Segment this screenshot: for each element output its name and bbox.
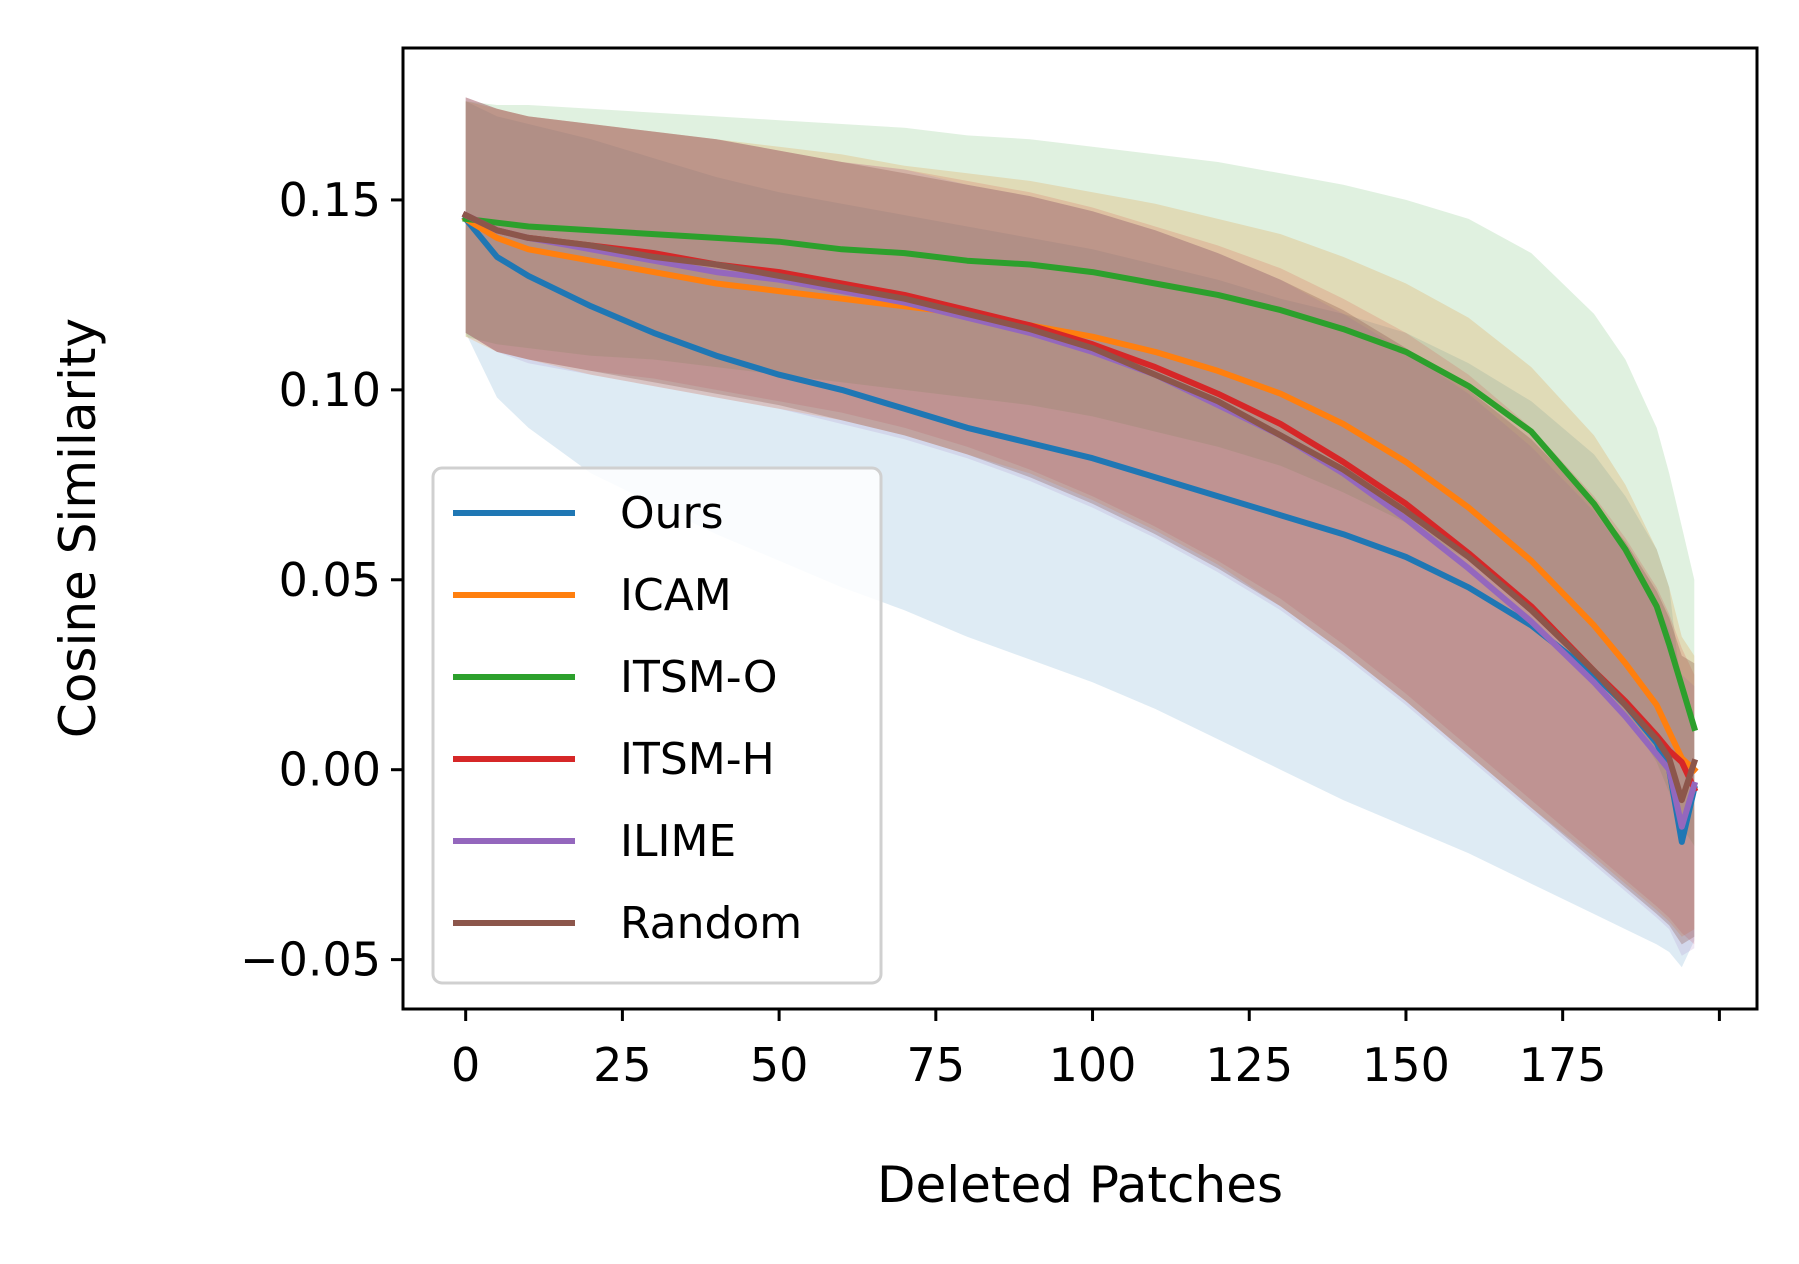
x-tick-label: 75: [907, 1038, 966, 1092]
legend-label-random: Random: [620, 898, 802, 949]
band-ilime: [465, 97, 1695, 956]
legend-label-icam: ICAM: [620, 570, 732, 621]
series-lines: [461, 211, 1699, 845]
x-tick-label: 175: [1519, 1038, 1607, 1092]
y-tick-label: 0.05: [279, 553, 381, 607]
x-tick-label: 25: [593, 1038, 652, 1092]
legend-label-ilime: ILIME: [620, 816, 736, 867]
x-axis-title: Deleted Patches: [877, 1156, 1283, 1214]
y-tick-label: 0.15: [279, 173, 381, 227]
legend-label-ours: Ours: [620, 488, 724, 539]
x-tick-label: 125: [1205, 1038, 1293, 1092]
y-tick-label: −0.05: [240, 933, 381, 987]
y-tick-label: 0.00: [279, 743, 381, 797]
x-tick-label: 50: [750, 1038, 809, 1092]
y-axis-title: Cosine Similarity: [49, 318, 107, 738]
line-icam: [461, 214, 1699, 774]
band-ours: [465, 101, 1695, 968]
legend-label-itsm-h: ITSM-H: [620, 734, 775, 785]
x-axis: 0 25 50 75 100 125 150 175: [451, 1009, 1721, 1092]
x-tick-label: 150: [1362, 1038, 1450, 1092]
plot-frame: [401, 46, 1759, 1011]
y-axis: −0.05 0.00 0.05 0.10 0.15: [240, 173, 403, 987]
line-itsm-o: [462, 215, 1699, 732]
legend: Ours ICAM ITSM-O ITSM-H ILIME Random: [431, 466, 883, 985]
line-random: [461, 211, 1699, 804]
band-itsm-h: [465, 97, 1695, 945]
y-tick-label: 0.10: [279, 363, 381, 417]
x-tick-label: 100: [1049, 1038, 1137, 1092]
band-icam: [465, 101, 1695, 937]
confidence-bands: [465, 97, 1695, 968]
legend-label-itsm-o: ITSM-O: [620, 652, 777, 703]
band-random: [465, 97, 1695, 945]
x-tick-label: 0: [451, 1038, 480, 1092]
